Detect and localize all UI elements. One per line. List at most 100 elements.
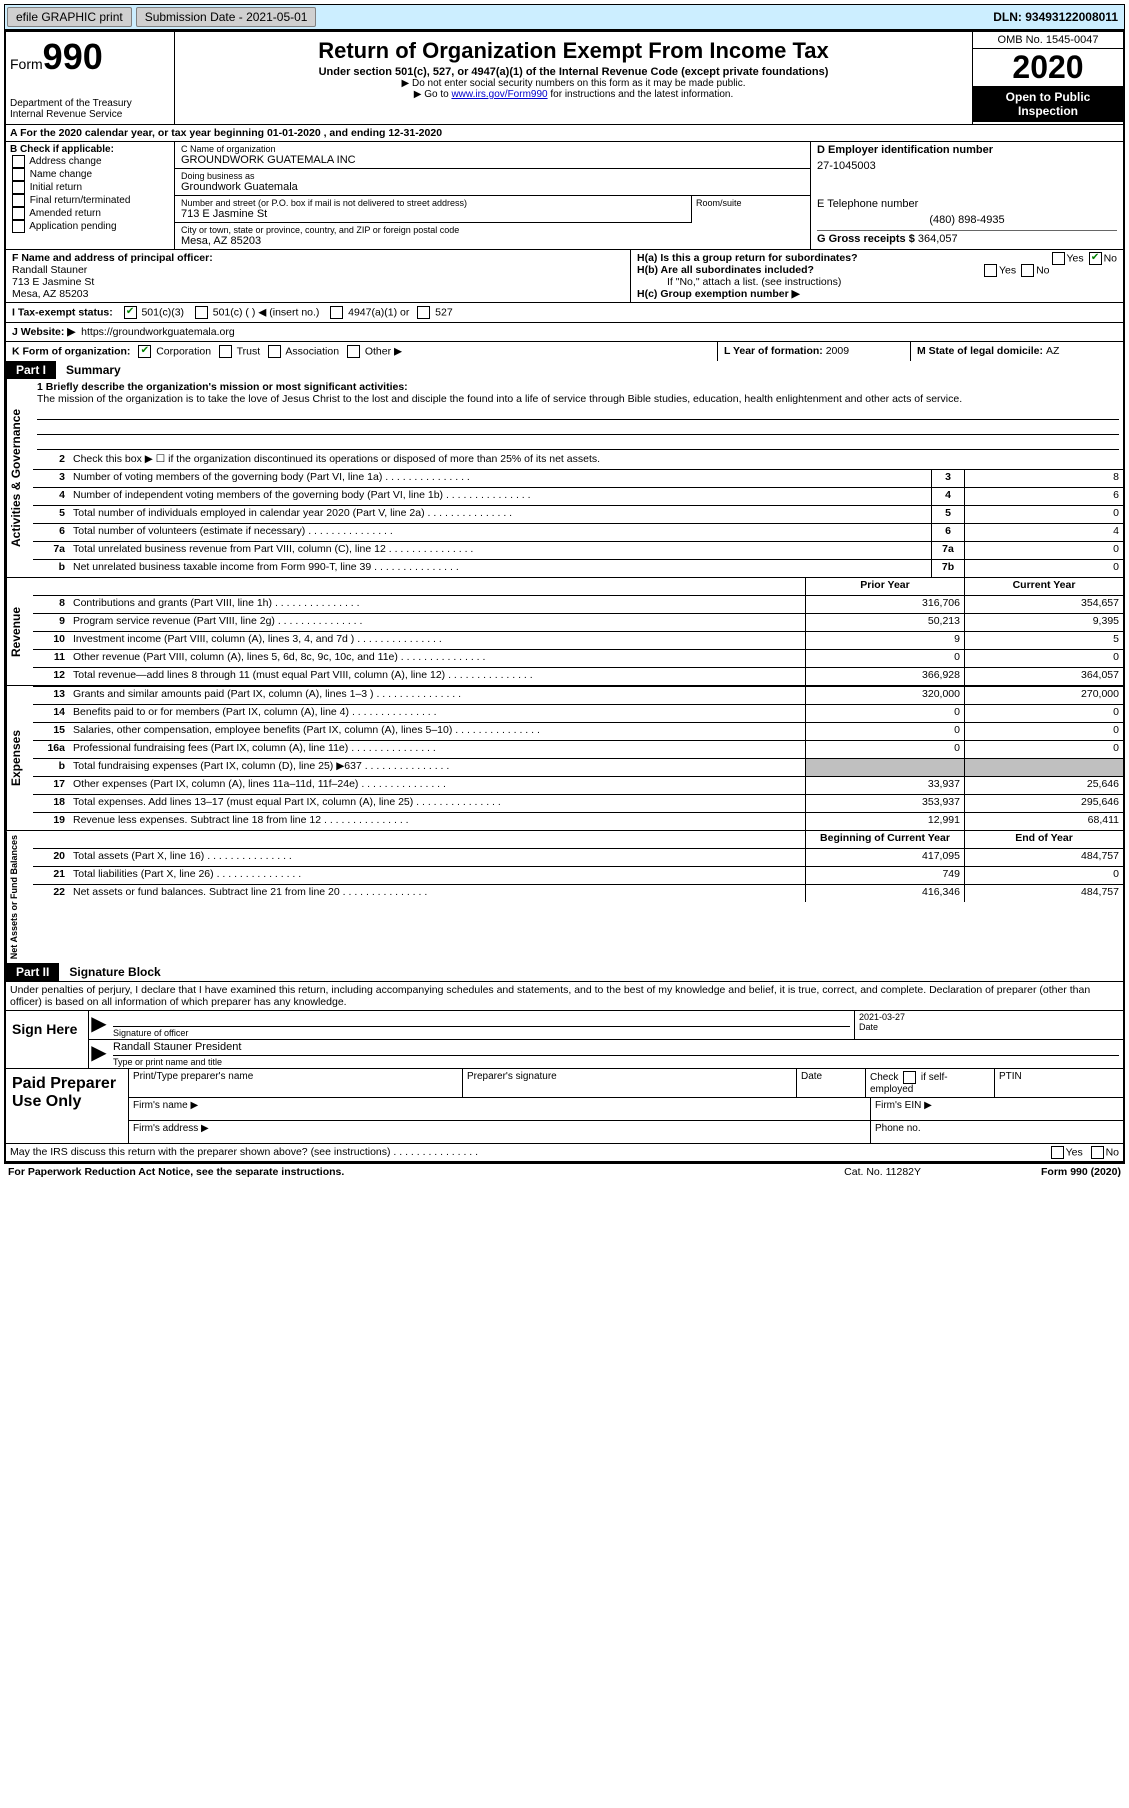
form-no: 990	[43, 36, 103, 77]
chk-501c3[interactable]	[124, 306, 137, 319]
vlabel-netassets: Net Assets or Fund Balances	[6, 831, 33, 963]
chk-application-pending[interactable]: Application pending	[10, 220, 170, 233]
opt-corp: Corporation	[156, 345, 211, 357]
org-name-label: C Name of organization	[181, 144, 804, 154]
signature-intro: Under penalties of perjury, I declare th…	[6, 981, 1123, 1010]
line-15-desc: Salaries, other compensation, employee b…	[71, 723, 805, 740]
officer-name-cell: Randall Stauner President Type or print …	[109, 1040, 1123, 1068]
line2-desc: Check this box ▶ ☐ if the organization d…	[71, 452, 1123, 469]
street-value: 713 E Jasmine St	[181, 208, 685, 220]
chk-final-return[interactable]: Final return/terminated	[10, 194, 170, 207]
line-11-cy: 0	[964, 650, 1123, 667]
efile-print-button[interactable]: efile GRAPHIC print	[7, 7, 132, 27]
part1-header: Part I Summary	[6, 361, 1123, 379]
section-bcd: B Check if applicable: Address change Na…	[6, 141, 1123, 249]
line-17-desc: Other expenses (Part IX, column (A), lin…	[71, 777, 805, 794]
line-5: 5 Total number of individuals employed i…	[33, 505, 1123, 523]
line-b-cy	[964, 759, 1123, 776]
line-16a-cy: 0	[964, 741, 1123, 758]
opt-other: Other ▶	[365, 345, 402, 357]
line-20-cy: 484,757	[964, 849, 1123, 866]
chk-name-change[interactable]: Name change	[10, 168, 170, 181]
org-name-cell: C Name of organization GROUNDWORK GUATEM…	[175, 142, 810, 169]
line-20-desc: Total assets (Part X, line 16)	[71, 849, 805, 866]
sig-arrow-icon: ▶	[89, 1011, 109, 1039]
line-15: 15 Salaries, other compensation, employe…	[33, 722, 1123, 740]
pra-notice: For Paperwork Reduction Act Notice, see …	[8, 1166, 344, 1178]
line-22-cy: 484,757	[964, 885, 1123, 902]
line-2: 2Check this box ▶ ☐ if the organization …	[33, 452, 1123, 469]
prior-year-hdr: Prior Year	[805, 578, 964, 595]
chk-corp[interactable]	[138, 345, 151, 358]
netassets-block: Net Assets or Fund Balances Beginning of…	[6, 830, 1123, 963]
discuss-yes: Yes	[1066, 1146, 1083, 1158]
line-4: 4 Number of independent voting members o…	[33, 487, 1123, 505]
line-18-desc: Total expenses. Add lines 13–17 (must eq…	[71, 795, 805, 812]
sig-arrow-icon2: ▶	[89, 1040, 109, 1068]
line-4-val: 6	[964, 488, 1123, 505]
preparer-block: Paid Preparer Use Only Print/Type prepar…	[6, 1068, 1123, 1143]
chk-self-employed[interactable]	[903, 1071, 916, 1084]
chk-other[interactable]	[347, 345, 360, 358]
mission-label: 1 Briefly describe the organization's mi…	[37, 381, 408, 393]
line-5-val: 0	[964, 506, 1123, 523]
form-container: Form990 Department of the Treasury Inter…	[4, 30, 1125, 1163]
line-18-cy: 295,646	[964, 795, 1123, 812]
chk-trust[interactable]	[219, 345, 232, 358]
opt-trust: Trust	[237, 345, 261, 357]
m-value: AZ	[1046, 345, 1059, 357]
line-6-desc: Total number of volunteers (estimate if …	[71, 524, 931, 541]
m-state: M State of legal domicile: AZ	[910, 342, 1123, 361]
line-3-val: 8	[964, 470, 1123, 487]
expenses-block: Expenses 13 Grants and similar amounts p…	[6, 685, 1123, 830]
line-3: 3 Number of voting members of the govern…	[33, 469, 1123, 487]
goto-post: for instructions and the latest informat…	[548, 89, 734, 100]
sign-here-label: Sign Here	[6, 1011, 89, 1068]
chk-501c[interactable]	[195, 306, 208, 319]
chk-4947[interactable]	[330, 306, 343, 319]
opt-501c3: 501(c)(3)	[141, 306, 184, 318]
line-19: 19 Revenue less expenses. Subtract line …	[33, 812, 1123, 830]
hb-yes-chk[interactable]	[984, 264, 997, 277]
form-prefix: Form	[10, 56, 43, 72]
chk-amended-return[interactable]: Amended return	[10, 207, 170, 220]
chk-527[interactable]	[417, 306, 430, 319]
room-cell: Room/suite	[691, 196, 810, 223]
prep-row1: Print/Type preparer's name Preparer's si…	[129, 1069, 1123, 1098]
officer-street: 713 E Jasmine St	[12, 276, 624, 288]
line-14-py: 0	[805, 705, 964, 722]
firm-name-label: Firm's name ▶	[129, 1098, 871, 1120]
line-17-py: 33,937	[805, 777, 964, 794]
line-10-cy: 5	[964, 632, 1123, 649]
mission-line2	[37, 420, 1119, 435]
line-9-cy: 9,395	[964, 614, 1123, 631]
ha-yes-chk[interactable]	[1052, 252, 1065, 265]
dln-field: DLN: 93493122008011	[987, 8, 1124, 26]
chk-assoc[interactable]	[268, 345, 281, 358]
officer-sig-label: Signature of officer	[113, 1028, 188, 1038]
firm-ein-label: Firm's EIN ▶	[871, 1098, 1123, 1120]
discuss-no-chk[interactable]	[1091, 1146, 1104, 1159]
vlabel-expenses: Expenses	[6, 686, 33, 830]
hc-label: H(c) Group exemption number ▶	[637, 288, 800, 300]
line-22: 22 Net assets or fund balances. Subtract…	[33, 884, 1123, 902]
discuss-yes-chk[interactable]	[1051, 1146, 1064, 1159]
prep-ptin-hdr: PTIN	[995, 1069, 1123, 1097]
chk-address-change[interactable]: Address change	[10, 155, 170, 168]
j-label: J Website: ▶	[12, 326, 75, 338]
line-15-cy: 0	[964, 723, 1123, 740]
submission-date-button[interactable]: Submission Date - 2021-05-01	[136, 7, 317, 27]
revenue-block: Revenue Prior Year Current Year 8 Contri…	[6, 577, 1123, 685]
tax-year: 2020	[973, 49, 1123, 86]
hb-no-chk[interactable]	[1021, 264, 1034, 277]
opt-pending: Application pending	[29, 221, 116, 232]
l-value: 2009	[826, 345, 849, 357]
ha-no-chk[interactable]	[1089, 252, 1102, 265]
line-21-desc: Total liabilities (Part X, line 26)	[71, 867, 805, 884]
tax-status-row: I Tax-exempt status: 501(c)(3) 501(c) ( …	[6, 302, 1123, 322]
form-ref: Form 990 (2020)	[1041, 1166, 1121, 1178]
irs-link[interactable]: www.irs.gov/Form990	[451, 89, 547, 100]
chk-initial-return[interactable]: Initial return	[10, 181, 170, 194]
line-6: 6 Total number of volunteers (estimate i…	[33, 523, 1123, 541]
line-16a-desc: Professional fundraising fees (Part IX, …	[71, 741, 805, 758]
